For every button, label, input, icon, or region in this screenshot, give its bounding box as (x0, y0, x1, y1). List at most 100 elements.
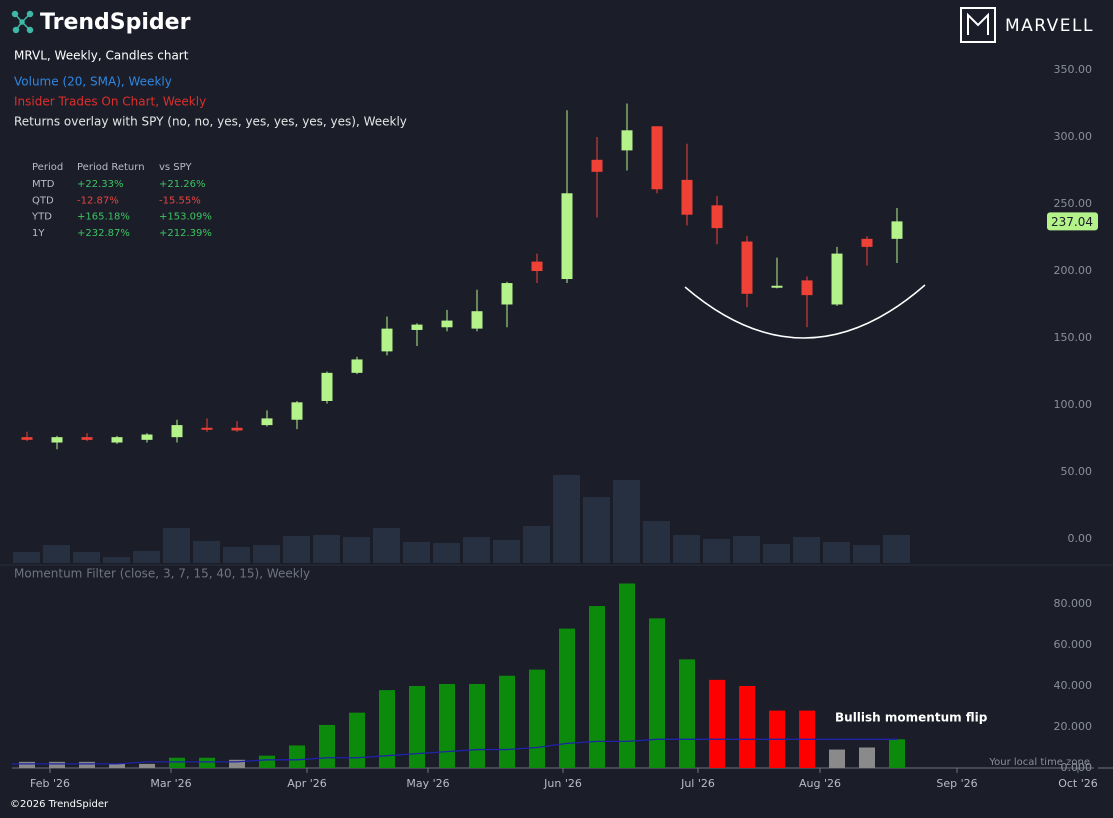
candle-body (861, 238, 873, 247)
volume-bar (673, 535, 700, 563)
table-cell: MTD (32, 179, 55, 190)
volume-bar (793, 537, 820, 563)
chart-title: MRVL, Weekly, Candles chart (14, 49, 189, 63)
table-cell: +212.39% (159, 228, 212, 239)
momentum-bar (889, 739, 905, 768)
volume-bar (343, 537, 370, 563)
y-tick-label: 50.00 (1061, 465, 1093, 478)
y-tick-label: 300.00 (1054, 130, 1093, 143)
table-cell: +21.26% (159, 179, 206, 190)
candle-body (591, 159, 603, 172)
momentum-bar (829, 749, 845, 768)
volume-bar (73, 552, 100, 563)
candle-body (111, 437, 123, 443)
momentum-bar (589, 606, 605, 768)
momentum-bar (319, 724, 335, 768)
candle-body (891, 221, 903, 239)
candle-body (411, 324, 423, 330)
candle-body (621, 130, 633, 151)
volume-bar (703, 539, 730, 563)
momentum-bar (649, 618, 665, 768)
momentum-bar (349, 712, 365, 768)
momentum-bar (559, 628, 575, 768)
volume-bar (283, 536, 310, 563)
brand-icon (11, 10, 34, 34)
candle-body (441, 320, 453, 328)
y-tick-label: 250.00 (1054, 197, 1093, 210)
momentum-bar (859, 747, 875, 768)
volume-bar (613, 480, 640, 563)
momentum-sma (12, 738, 897, 765)
volume-bar (853, 545, 880, 563)
candle-body (771, 285, 783, 288)
table-cell: YTD (31, 212, 52, 223)
candle-body (21, 437, 33, 440)
momentum-bar (619, 583, 635, 768)
indicator: Insider Trades On Chart, Weekly (14, 95, 206, 109)
indicator: Volume (20, SMA), Weekly (14, 75, 172, 89)
x-tick-label: Oct '26 (1058, 777, 1098, 790)
candle-body (801, 280, 813, 296)
table-cell: +232.87% (77, 228, 130, 239)
candle-body (171, 425, 183, 438)
cup-annotation (684, 284, 926, 339)
table-cell: +165.18% (77, 212, 130, 223)
candle-body (351, 359, 363, 373)
x-tick-label: Sep '26 (936, 777, 977, 790)
volume-bar (193, 541, 220, 563)
momentum-bar (439, 683, 455, 768)
momentum-bar (199, 757, 215, 768)
y-tick-label: 0.000 (1061, 761, 1093, 774)
volume-bar (403, 542, 430, 563)
table-header: vs SPY (159, 162, 192, 173)
table-header: Period Return (77, 162, 145, 173)
annotation: Bullish momentum flip (835, 711, 988, 725)
price-tag (1047, 212, 1098, 231)
x-tick-label: Aug '26 (799, 777, 841, 790)
y-tick-label: 0.00 (1068, 532, 1093, 545)
momentum-bar (169, 757, 185, 768)
candle-body (561, 193, 573, 280)
volume-bar (733, 536, 760, 563)
volume-bar (163, 528, 190, 563)
volume-bar (43, 545, 70, 563)
volume-bar (133, 551, 160, 563)
candle-body (831, 253, 843, 305)
y-tick-label: 20.000 (1054, 720, 1093, 733)
footer: ©2026 TrendSpider (10, 799, 109, 810)
x-tick-label: Jun '26 (543, 777, 582, 790)
candle-body (381, 328, 393, 352)
y-tick-label: 60.000 (1054, 638, 1093, 651)
candle-body (711, 205, 723, 229)
table-cell: -12.87% (77, 195, 119, 206)
momentum-bar (49, 761, 65, 768)
volume-bar (373, 528, 400, 563)
candle-body (291, 402, 303, 420)
candle-body (261, 418, 273, 426)
volume-bar (823, 542, 850, 563)
candle-body (531, 261, 543, 271)
y-tick-label: 200.00 (1054, 264, 1093, 277)
company: MARVELL (1005, 16, 1094, 36)
candle-body (51, 437, 63, 443)
x-tick-label: Apr '26 (287, 777, 327, 790)
momentum-bar (79, 761, 95, 768)
brand: TrendSpider (40, 10, 191, 35)
price-tag-label: 237.04 (1051, 215, 1093, 229)
momentum-bar (499, 675, 515, 768)
y-tick-label: 350.00 (1054, 63, 1093, 76)
volume-bar (553, 475, 580, 563)
momentum-bar (229, 759, 245, 768)
table-cell: 1Y (32, 228, 45, 239)
volume-bar (763, 544, 790, 563)
volume-bar (643, 521, 670, 563)
candle-body (81, 437, 93, 440)
volume-bar (433, 543, 460, 563)
momentum-bar (289, 745, 305, 768)
volume-bar (463, 537, 490, 563)
table-cell: +22.33% (77, 179, 124, 190)
company-icon (960, 7, 996, 43)
candle-body (471, 311, 483, 329)
x-tick-label: Feb '26 (30, 777, 70, 790)
